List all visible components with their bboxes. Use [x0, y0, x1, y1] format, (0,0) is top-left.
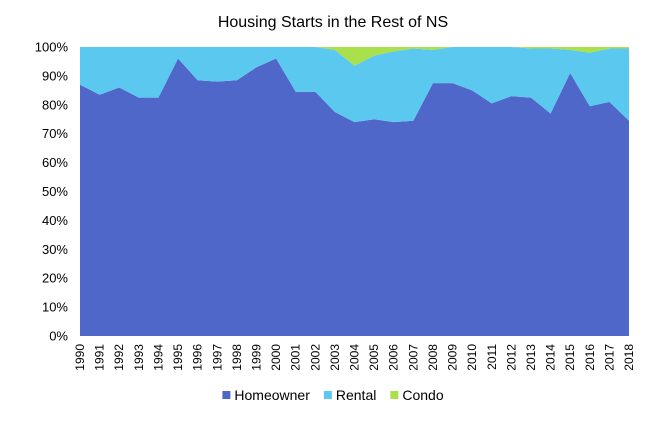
x-tick-label: 1998 [230, 344, 244, 371]
x-tick-label: 2014 [544, 344, 558, 371]
y-tick-label: 40% [42, 213, 68, 228]
x-tick-label: 2001 [289, 344, 303, 371]
area-homeowner [80, 58, 629, 337]
chart-title: Housing Starts in the Rest of NS [218, 14, 448, 31]
x-tick-label: 2011 [485, 344, 499, 370]
x-tick-label: 1993 [132, 344, 146, 371]
x-tick-label: 1991 [93, 344, 107, 371]
x-tick-label: 1994 [151, 344, 165, 371]
legend-label-rental: Rental [336, 387, 376, 403]
x-tick-label: 2016 [583, 344, 597, 371]
x-tick-label: 2004 [348, 344, 362, 371]
x-tick-label: 2013 [524, 344, 538, 371]
x-tick-label: 2012 [504, 344, 518, 371]
legend-swatch-homeowner [222, 391, 231, 399]
x-tick-label: 1996 [191, 344, 205, 371]
y-tick-label: 60% [42, 155, 68, 170]
x-tick-label: 2002 [308, 344, 322, 371]
x-tick-label: 2005 [367, 344, 381, 371]
area-condo [80, 47, 629, 66]
plot-areas [80, 47, 629, 337]
x-tick-label: 1999 [249, 344, 263, 371]
y-tick-label: 10% [42, 300, 68, 315]
y-tick-label: 50% [42, 184, 68, 199]
x-tick-label: 2009 [446, 344, 460, 371]
legend-swatch-condo [390, 391, 399, 399]
x-tick-label: 2015 [563, 344, 577, 371]
x-tick-label: 2010 [465, 344, 479, 371]
y-tick-label: 30% [42, 242, 68, 257]
y-tick-label: 0% [49, 329, 68, 344]
x-tick-label: 1992 [112, 344, 126, 371]
x-tick-label: 2018 [622, 344, 636, 371]
x-tick-label: 2006 [387, 344, 401, 371]
y-tick-label: 100% [35, 40, 69, 55]
y-axis: 0% 10% 20% 30% 40% 50% 60% 70% 80% 90% 100% [35, 40, 69, 344]
area-rental [80, 47, 629, 123]
legend-swatch-rental [323, 391, 332, 399]
x-tick-label: 1997 [210, 344, 224, 371]
y-tick-label: 70% [42, 126, 68, 141]
x-tick-label: 2003 [328, 344, 342, 371]
x-tick-label: 2000 [269, 344, 283, 371]
y-tick-label: 80% [42, 97, 68, 112]
y-tick-label: 20% [42, 271, 68, 286]
x-tick-label: 2017 [602, 344, 616, 371]
legend: Homeowner Rental Condo [222, 387, 444, 403]
legend-label-homeowner: Homeowner [234, 387, 310, 403]
x-tick-label: 2007 [406, 344, 420, 371]
x-axis: 1990 1991 1992 1993 1994 1995 1996 1997 1998 1999… [73, 344, 636, 371]
x-tick-label: 1990 [73, 344, 87, 371]
x-tick-label: 2008 [426, 344, 440, 371]
y-tick-label: 90% [42, 68, 68, 83]
x-tick-label: 1995 [171, 344, 185, 371]
legend-label-condo: Condo [402, 387, 443, 403]
